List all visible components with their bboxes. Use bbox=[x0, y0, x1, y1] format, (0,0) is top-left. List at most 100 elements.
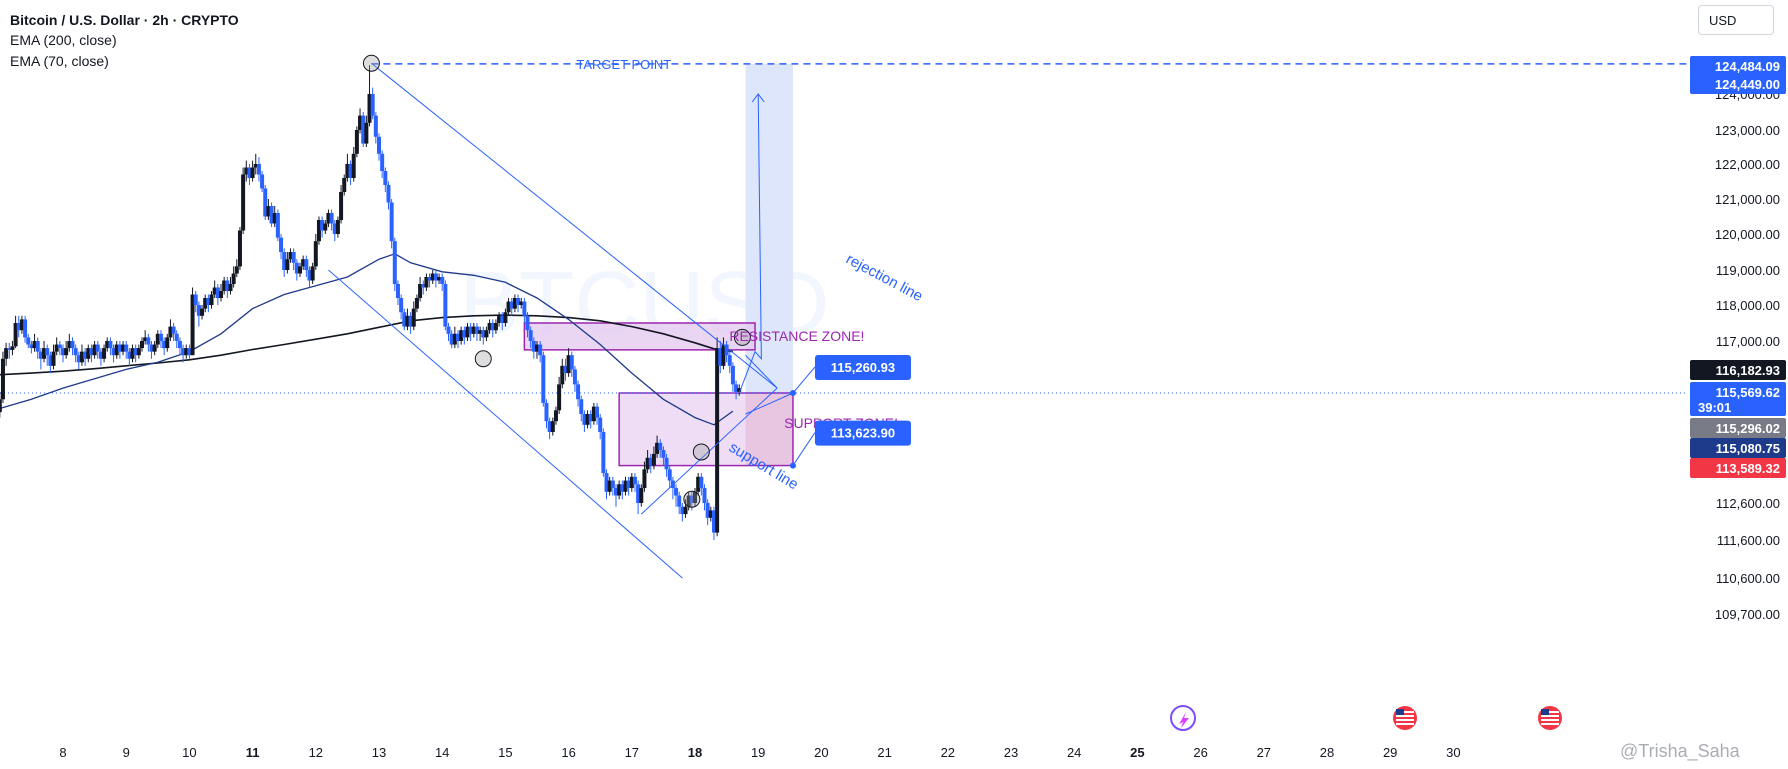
candle-body[interactable] bbox=[339, 192, 344, 220]
candle-body[interactable] bbox=[664, 457, 669, 470]
candle-body[interactable] bbox=[143, 337, 148, 341]
candle-body[interactable] bbox=[117, 344, 122, 352]
candle-body[interactable] bbox=[316, 220, 321, 242]
pivot-marker[interactable] bbox=[362, 54, 380, 72]
candle-body[interactable] bbox=[569, 355, 574, 370]
candle-body[interactable] bbox=[727, 355, 732, 366]
candle-body[interactable] bbox=[636, 484, 641, 503]
candle-body[interactable] bbox=[380, 153, 385, 171]
price-tag[interactable] bbox=[1690, 74, 1786, 94]
candle-body[interactable] bbox=[256, 164, 261, 175]
price-axis[interactable]: 124,000.00123,000.00122,000.00121,000.00… bbox=[1687, 0, 1786, 650]
candle-body[interactable] bbox=[83, 351, 88, 359]
candle-body[interactable] bbox=[528, 330, 533, 341]
candle-body[interactable] bbox=[253, 164, 258, 168]
candle-body[interactable] bbox=[591, 406, 596, 422]
candle-body[interactable] bbox=[462, 330, 467, 338]
candle-body[interactable] bbox=[168, 326, 173, 338]
candle-body[interactable] bbox=[721, 344, 726, 366]
candle-body[interactable] bbox=[449, 333, 454, 345]
candle-body[interactable] bbox=[301, 259, 306, 267]
candle-body[interactable] bbox=[465, 326, 470, 338]
candle-body[interactable] bbox=[481, 330, 486, 338]
candle-body[interactable] bbox=[0, 358, 5, 400]
candle-body[interactable] bbox=[155, 333, 160, 345]
candle-body[interactable] bbox=[354, 130, 359, 154]
candle-body[interactable] bbox=[563, 365, 568, 374]
candle-body[interactable] bbox=[241, 174, 246, 231]
crypto-event-icon[interactable] bbox=[1170, 705, 1196, 731]
candle-body[interactable] bbox=[102, 348, 107, 359]
candle-body[interactable] bbox=[272, 213, 277, 224]
candle-body[interactable] bbox=[642, 469, 647, 489]
candle-body[interactable] bbox=[266, 206, 271, 217]
candle-body[interactable] bbox=[121, 344, 126, 352]
candle-body[interactable] bbox=[294, 262, 299, 274]
candle-body[interactable] bbox=[598, 417, 603, 432]
candle-body[interactable] bbox=[10, 346, 15, 350]
candle-body[interactable] bbox=[414, 298, 419, 309]
candle-body[interactable] bbox=[298, 266, 302, 274]
candle-body[interactable] bbox=[57, 344, 62, 349]
candle-body[interactable] bbox=[607, 480, 612, 492]
candle-body[interactable] bbox=[171, 326, 176, 334]
candle-body[interactable] bbox=[601, 432, 606, 474]
candle-body[interactable] bbox=[658, 442, 663, 450]
candle-body[interactable] bbox=[702, 488, 707, 503]
candle-body[interactable] bbox=[310, 266, 315, 281]
candle-body[interactable] bbox=[4, 348, 9, 359]
price-tag[interactable] bbox=[1690, 458, 1786, 478]
candle-body[interactable] bbox=[0, 399, 2, 413]
candle-body[interactable] bbox=[566, 355, 571, 374]
pivot-marker[interactable] bbox=[683, 490, 701, 508]
candle-body[interactable] bbox=[437, 277, 442, 281]
candle-body[interactable] bbox=[683, 506, 688, 515]
candle-body[interactable] bbox=[389, 202, 394, 242]
price-tag[interactable] bbox=[1690, 360, 1786, 380]
candle-body[interactable] bbox=[490, 323, 495, 331]
candle-body[interactable] bbox=[222, 280, 227, 292]
candle-body[interactable] bbox=[459, 330, 464, 341]
candle-body[interactable] bbox=[165, 337, 170, 349]
price-tag[interactable] bbox=[1690, 418, 1786, 438]
candle-body[interactable] bbox=[446, 326, 451, 334]
candle-body[interactable] bbox=[70, 341, 75, 349]
candle-body[interactable] bbox=[215, 287, 220, 299]
candle-body[interactable] bbox=[519, 301, 524, 306]
candle-body[interactable] bbox=[54, 344, 59, 352]
candle-body[interactable] bbox=[433, 273, 438, 281]
candle-body[interactable] bbox=[424, 277, 429, 288]
candle-body[interactable] bbox=[307, 270, 312, 281]
candle-body[interactable] bbox=[184, 348, 189, 356]
candle-body[interactable] bbox=[708, 510, 713, 518]
candle-body[interactable] bbox=[538, 344, 543, 356]
candle-body[interactable] bbox=[23, 319, 28, 338]
candle-body[interactable] bbox=[456, 333, 460, 341]
candle-body[interactable] bbox=[111, 348, 116, 356]
candle-body[interactable] bbox=[572, 369, 577, 385]
candle-body[interactable] bbox=[29, 344, 34, 349]
candle-body[interactable] bbox=[32, 341, 37, 349]
candle-body[interactable] bbox=[244, 167, 249, 175]
candle-body[interactable] bbox=[187, 348, 192, 356]
candle-body[interactable] bbox=[200, 308, 205, 316]
candle-body[interactable] bbox=[234, 266, 239, 274]
candle-body[interactable] bbox=[730, 365, 735, 385]
candle-body[interactable] bbox=[364, 122, 369, 144]
price-tag[interactable] bbox=[1690, 382, 1786, 416]
candle-body[interactable] bbox=[237, 230, 242, 267]
candle-body[interactable] bbox=[48, 355, 53, 366]
candle-body[interactable] bbox=[544, 402, 549, 422]
candle-body[interactable] bbox=[512, 298, 517, 309]
candle-body[interactable] bbox=[674, 488, 679, 496]
candle-body[interactable] bbox=[402, 312, 407, 327]
candle-body[interactable] bbox=[313, 241, 318, 267]
ema70-line[interactable] bbox=[0, 253, 734, 426]
candle-body[interactable] bbox=[686, 495, 691, 507]
candle-body[interactable] bbox=[696, 476, 701, 492]
candle-body[interactable] bbox=[718, 348, 723, 366]
candle-body[interactable] bbox=[124, 344, 129, 352]
candle-body[interactable] bbox=[279, 237, 284, 252]
candle-body[interactable] bbox=[291, 252, 296, 263]
